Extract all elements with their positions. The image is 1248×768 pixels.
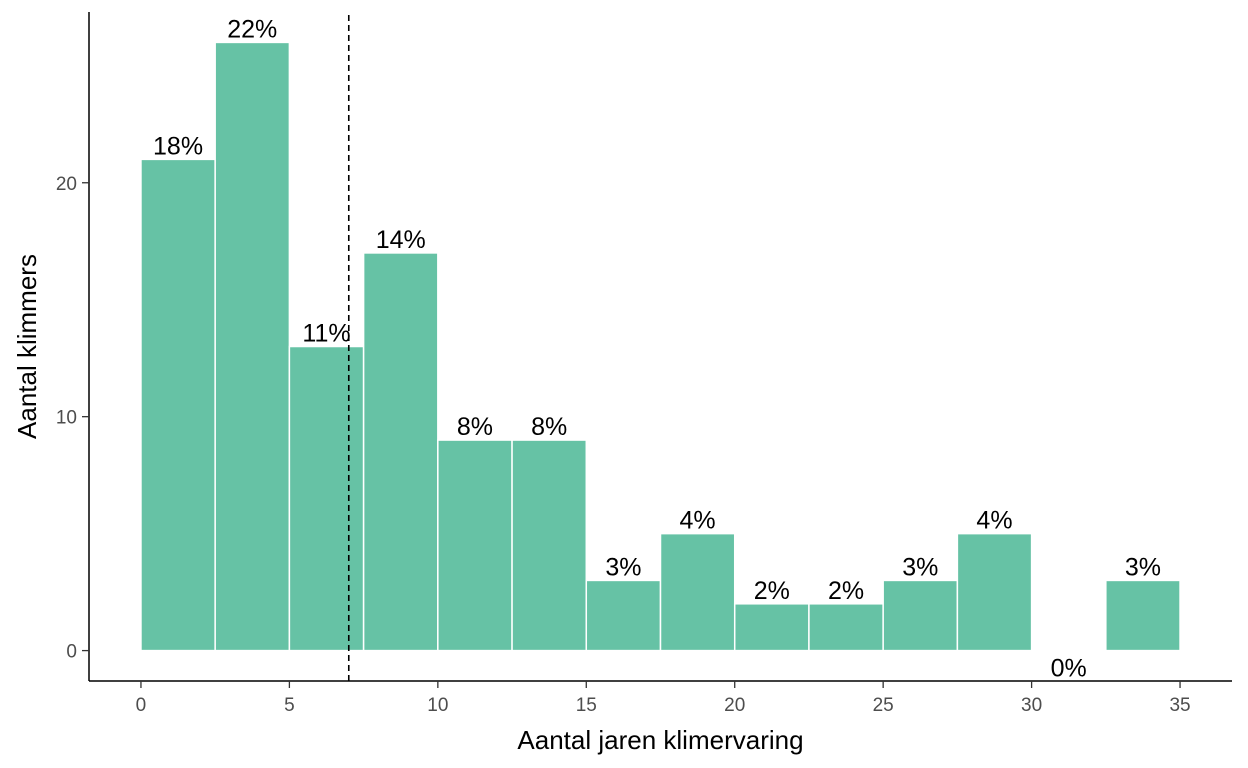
histogram-bar (585, 579, 662, 652)
bar-percent-label: 2% (828, 577, 864, 605)
histogram-bar (882, 579, 959, 652)
x-tick-label: 0 (136, 695, 147, 716)
bar-percent-label: 2% (754, 577, 790, 605)
bar-percent-label: 14% (376, 226, 426, 254)
histogram-bar (659, 532, 736, 652)
bar-percent-label: 18% (153, 132, 203, 160)
histogram-bar (733, 603, 810, 652)
x-tick-label: 5 (284, 695, 295, 716)
x-axis-title: Aantal jaren klimervaring (517, 725, 803, 755)
histogram-bar (437, 439, 513, 652)
histogram-bar (956, 532, 1033, 652)
y-axis-title: Aantal klimmers (12, 254, 42, 439)
bar-percent-label: 4% (976, 507, 1012, 535)
bar-percent-label: 3% (902, 553, 938, 581)
bar-percent-label: 11% (302, 320, 350, 348)
x-tick-label: 15 (576, 695, 597, 716)
bar-percent-label: 22% (227, 15, 277, 43)
histogram-bar (140, 158, 216, 652)
bars-group (140, 41, 1181, 652)
y-tick-label: 0 (66, 642, 77, 663)
bar-percent-label: 3% (605, 553, 641, 581)
y-tick-label: 10 (56, 408, 77, 429)
x-tick-label: 10 (427, 695, 448, 716)
bar-percent-label: 4% (680, 507, 716, 535)
bar-percent-label: 0% (1051, 655, 1087, 683)
x-tick-label: 30 (1021, 695, 1042, 716)
y-tick-label: 20 (56, 174, 77, 195)
x-tick-label: 25 (873, 695, 894, 716)
histogram-bar (808, 603, 884, 652)
histogram-bar (1105, 579, 1181, 652)
bar-percent-label: 8% (531, 413, 567, 441)
histogram-bar (511, 439, 588, 652)
bar-percent-label: 8% (457, 413, 493, 441)
bar-percent-label: 3% (1125, 553, 1161, 581)
x-tick-label: 20 (724, 695, 745, 716)
axes-group: 0 5 10 15 20 25 30 35 0 10 20 (56, 12, 1232, 716)
x-tick-label: 35 (1169, 695, 1190, 716)
bar-labels-group: 18% 22% 11% 14% 8% 8% 3% 4% 2% 2% 3% 4% 0% 3% (153, 15, 1161, 682)
histogram-bar (288, 345, 365, 652)
histogram-bar (362, 252, 439, 652)
histogram-bar (214, 41, 291, 652)
